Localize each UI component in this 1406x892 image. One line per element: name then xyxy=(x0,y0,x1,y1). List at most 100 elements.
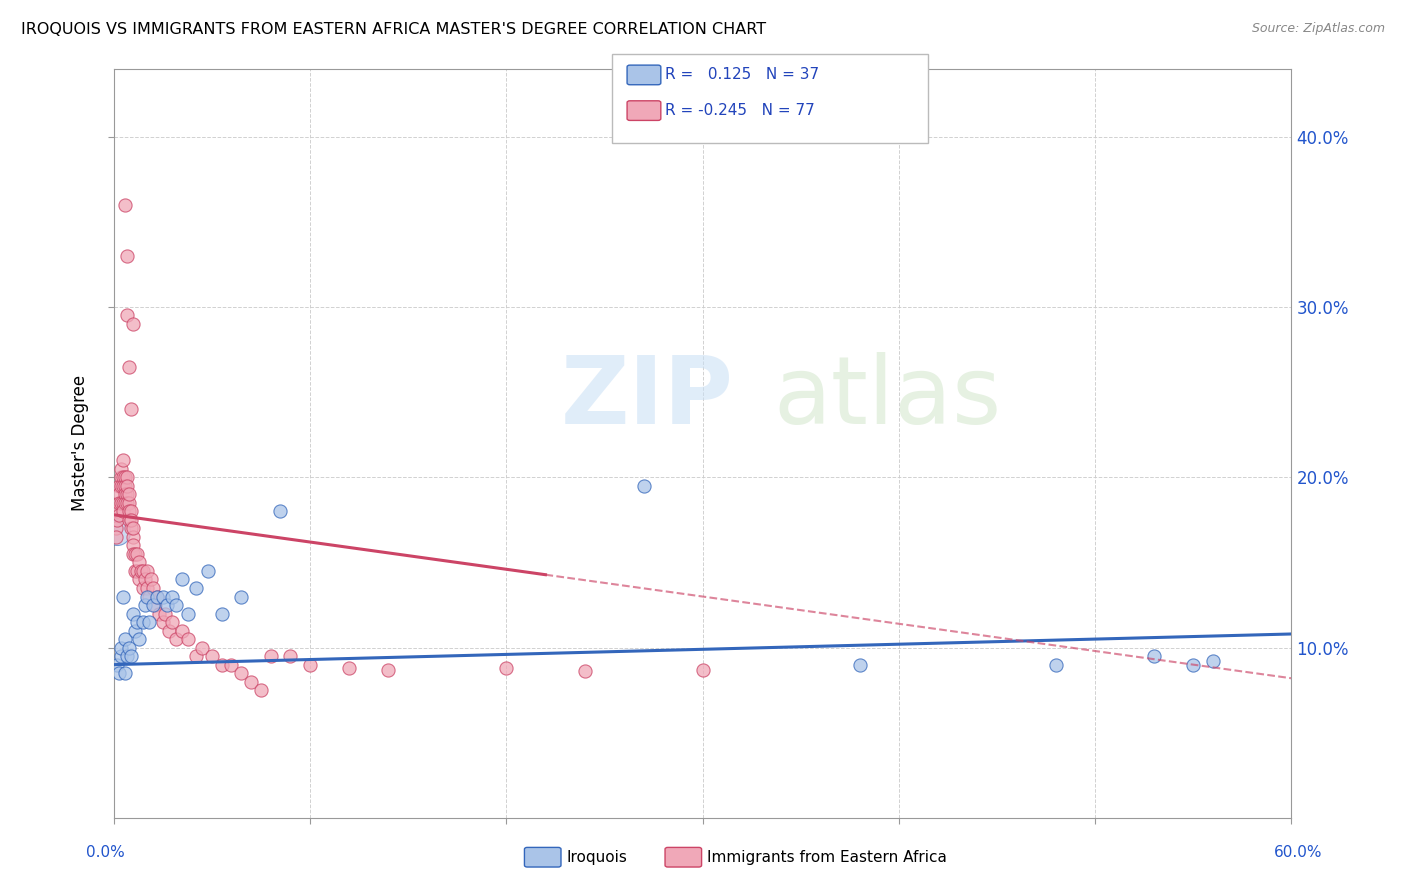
Text: R = -0.245   N = 77: R = -0.245 N = 77 xyxy=(665,103,815,118)
Point xyxy=(1202,654,1225,668)
Text: IROQUOIS VS IMMIGRANTS FROM EASTERN AFRICA MASTER'S DEGREE CORRELATION CHART: IROQUOIS VS IMMIGRANTS FROM EASTERN AFRI… xyxy=(21,22,766,37)
Point xyxy=(114,632,136,646)
Point xyxy=(231,590,253,604)
Point xyxy=(114,470,136,484)
Point xyxy=(269,504,291,518)
Point xyxy=(128,632,150,646)
Text: atlas: atlas xyxy=(773,352,1001,444)
Point xyxy=(114,496,136,510)
Point xyxy=(145,590,167,604)
Point xyxy=(120,649,142,664)
Point xyxy=(191,640,214,655)
Point xyxy=(1045,657,1067,672)
Point xyxy=(184,581,207,595)
Point xyxy=(108,487,131,501)
Point xyxy=(135,590,157,604)
Point xyxy=(157,624,180,638)
Point xyxy=(142,598,165,612)
Point xyxy=(377,663,399,677)
Point xyxy=(122,538,145,552)
Point xyxy=(114,487,136,501)
Point xyxy=(134,573,156,587)
Point xyxy=(633,479,655,493)
Text: Source: ZipAtlas.com: Source: ZipAtlas.com xyxy=(1251,22,1385,36)
Text: ZIP: ZIP xyxy=(561,352,734,444)
Point xyxy=(117,496,139,510)
Point xyxy=(201,649,224,664)
Point xyxy=(139,573,162,587)
Point xyxy=(110,496,132,510)
Point xyxy=(112,590,135,604)
Point xyxy=(112,496,135,510)
Point xyxy=(143,598,166,612)
Point xyxy=(132,581,155,595)
Point xyxy=(221,657,243,672)
Point xyxy=(120,513,142,527)
Point xyxy=(148,607,170,621)
Point xyxy=(134,598,156,612)
Point xyxy=(337,661,360,675)
Point xyxy=(124,564,146,578)
Point xyxy=(145,590,167,604)
Point xyxy=(122,547,145,561)
Point xyxy=(184,649,207,664)
Point xyxy=(1143,649,1166,664)
Point xyxy=(114,479,136,493)
Point xyxy=(132,615,155,629)
Point xyxy=(118,640,141,655)
Point xyxy=(142,581,165,595)
Point xyxy=(120,521,142,535)
Point xyxy=(118,513,141,527)
Point xyxy=(108,508,131,522)
Y-axis label: Master's Degree: Master's Degree xyxy=(72,376,89,511)
Point xyxy=(128,556,150,570)
Point xyxy=(122,530,145,544)
Point xyxy=(107,513,129,527)
Point xyxy=(117,470,139,484)
Point xyxy=(124,547,146,561)
Point xyxy=(848,657,870,672)
Point xyxy=(1182,657,1205,672)
Point xyxy=(197,564,219,578)
Point xyxy=(110,470,132,484)
Point xyxy=(165,598,187,612)
Point xyxy=(259,649,281,664)
Point xyxy=(122,317,145,331)
Point xyxy=(117,649,139,664)
Point xyxy=(239,674,262,689)
Point xyxy=(110,649,132,664)
Point xyxy=(128,573,150,587)
Point xyxy=(120,402,142,417)
Point xyxy=(298,657,321,672)
Point xyxy=(153,607,176,621)
Point xyxy=(124,624,146,638)
Point xyxy=(114,666,136,681)
Point xyxy=(117,479,139,493)
Point xyxy=(152,615,174,629)
Point xyxy=(108,479,131,493)
Point xyxy=(574,665,596,679)
Point xyxy=(118,487,141,501)
Point xyxy=(249,683,271,698)
Point xyxy=(107,524,129,539)
Text: 60.0%: 60.0% xyxy=(1274,845,1322,860)
Point xyxy=(162,590,184,604)
Text: Iroquois: Iroquois xyxy=(567,850,627,864)
Point xyxy=(165,632,187,646)
Point xyxy=(177,632,200,646)
Point xyxy=(692,663,714,677)
Point xyxy=(177,607,200,621)
Point xyxy=(117,309,139,323)
Point xyxy=(112,453,135,467)
Point xyxy=(122,521,145,535)
Point xyxy=(112,504,135,518)
Point xyxy=(495,661,517,675)
Point xyxy=(118,359,141,374)
Point xyxy=(108,496,131,510)
Point xyxy=(122,607,145,621)
Point xyxy=(152,590,174,604)
Point xyxy=(172,624,194,638)
Point xyxy=(110,479,132,493)
Point xyxy=(107,504,129,518)
Point xyxy=(211,657,233,672)
